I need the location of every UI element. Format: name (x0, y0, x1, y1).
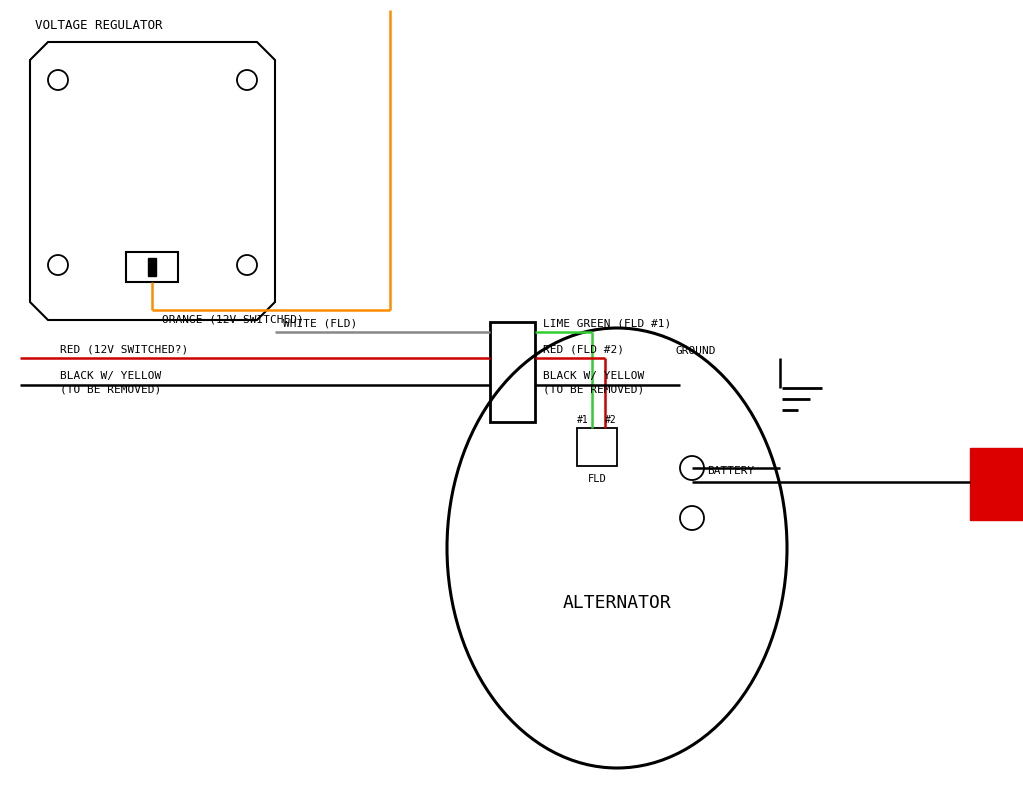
Text: RED (FLD #2): RED (FLD #2) (543, 344, 624, 354)
Text: GROUND: GROUND (675, 346, 715, 356)
Text: (TO BE REMOVED): (TO BE REMOVED) (543, 384, 644, 394)
Text: #2: #2 (606, 415, 617, 425)
Bar (126, 252, 178, 282)
Text: BLACK W/ YELLOW: BLACK W/ YELLOW (60, 371, 162, 381)
Text: BATTERY: BATTERY (707, 466, 754, 476)
Text: RED (12V SWITCHED?): RED (12V SWITCHED?) (60, 344, 188, 354)
Text: FLD: FLD (587, 474, 607, 484)
Bar (577, 428, 617, 466)
Bar (970, 448, 1023, 520)
Text: LIME GREEN (FLD #1): LIME GREEN (FLD #1) (543, 318, 671, 328)
Bar (490, 322, 535, 422)
Text: WHITE (FLD): WHITE (FLD) (283, 318, 357, 328)
Text: #1: #1 (577, 415, 589, 425)
Text: BLACK W/ YELLOW: BLACK W/ YELLOW (543, 371, 644, 381)
Text: ALTERNATOR: ALTERNATOR (563, 594, 671, 612)
Bar (148, 258, 155, 276)
Text: VOLTAGE REGULATOR: VOLTAGE REGULATOR (35, 19, 163, 32)
Text: ORANGE (12V SWITCHED): ORANGE (12V SWITCHED) (162, 315, 304, 325)
Text: (TO BE REMOVED): (TO BE REMOVED) (60, 384, 162, 394)
